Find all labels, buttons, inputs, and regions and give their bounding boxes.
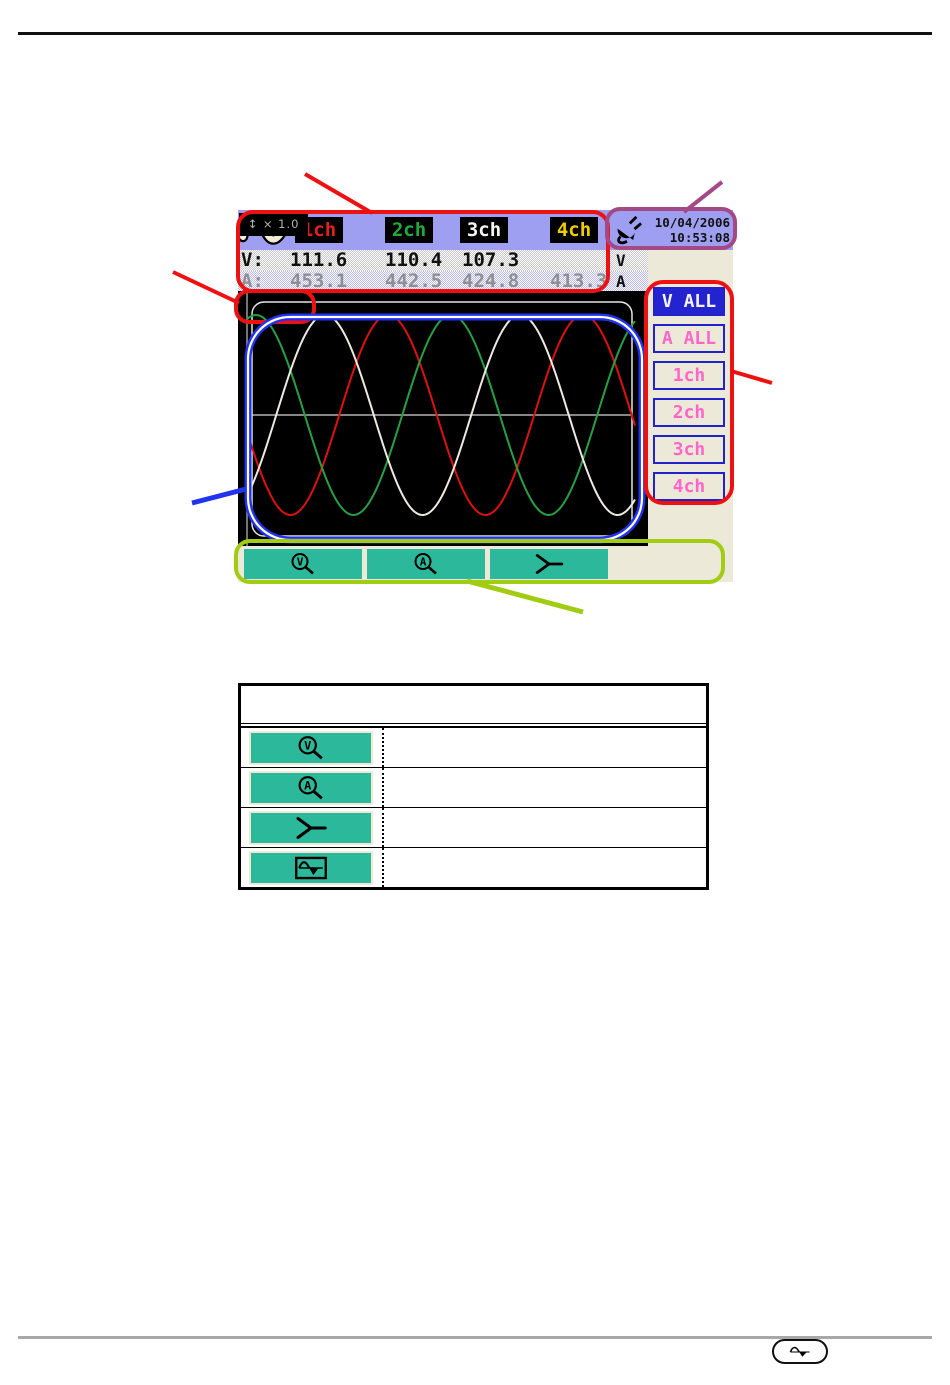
device-screen: 1ch 2ch 3ch 4ch 10/04/2006 10:53:08 V: 1… bbox=[238, 210, 733, 582]
button-4ch[interactable]: 4ch bbox=[653, 472, 725, 501]
channel-tab-3ch[interactable]: 3ch bbox=[460, 217, 508, 243]
wave-display-icon bbox=[294, 855, 328, 881]
legend-row-a-zoom bbox=[241, 767, 706, 807]
legend-row-v-zoom bbox=[241, 727, 706, 767]
plot-frame bbox=[251, 301, 633, 537]
phase-wiring-icon bbox=[294, 815, 328, 841]
legend-table bbox=[238, 683, 709, 890]
legend-description bbox=[384, 728, 706, 767]
legend-wave-display-button[interactable] bbox=[249, 850, 373, 885]
current-zoom-button[interactable] bbox=[367, 549, 485, 579]
legend-a-zoom-button[interactable] bbox=[249, 770, 373, 805]
current-value-1ch: 453.1 bbox=[290, 270, 348, 292]
current-value-4ch: 413.3 bbox=[550, 270, 608, 292]
voltage-readout-row: V: 111.6 110.4 107.3 V bbox=[238, 250, 648, 271]
legend-description bbox=[384, 848, 706, 887]
phase-wiring-button[interactable] bbox=[490, 549, 608, 579]
v-zoom-icon bbox=[288, 552, 318, 576]
voltage-value-3ch: 107.3 bbox=[462, 249, 520, 271]
time-value: 10:53:08 bbox=[669, 230, 730, 245]
callout-line-scale bbox=[172, 270, 240, 305]
current-unit-indicator: A bbox=[616, 272, 626, 291]
channel-tab-4ch[interactable]: 4ch bbox=[550, 217, 598, 243]
legend-v-zoom-button[interactable] bbox=[249, 730, 373, 765]
voltage-zoom-button[interactable] bbox=[244, 549, 362, 579]
callout-line-buttons bbox=[730, 369, 773, 385]
voltage-prefix: V: bbox=[241, 249, 264, 271]
channel-select-panel: V ALL A ALL 1ch 2ch 3ch 4ch bbox=[648, 250, 733, 582]
waveform-display bbox=[238, 291, 648, 546]
legend-phase-wiring-button[interactable] bbox=[249, 810, 373, 845]
vertical-scale-indicator: ↕ × 1.0 bbox=[239, 213, 308, 236]
page-top-rule bbox=[18, 32, 932, 35]
voltage-unit-indicator: V bbox=[616, 251, 626, 270]
page-bottom-rule bbox=[18, 1336, 932, 1339]
button-2ch[interactable]: 2ch bbox=[653, 398, 725, 427]
voltage-value-1ch: 111.6 bbox=[290, 249, 348, 271]
a-zoom-icon bbox=[294, 775, 328, 801]
legend-row-wave-display bbox=[241, 847, 706, 887]
function-key-bar bbox=[238, 546, 733, 582]
channel-header-bar: 1ch 2ch 3ch 4ch 10/04/2006 10:53:08 bbox=[238, 210, 733, 250]
legend-description bbox=[384, 768, 706, 807]
button-1ch[interactable]: 1ch bbox=[653, 361, 725, 390]
legend-description bbox=[384, 808, 706, 847]
date-value: 10/04/2006 bbox=[654, 215, 730, 230]
button-v-all[interactable]: V ALL bbox=[653, 287, 725, 316]
wave-pill-icon bbox=[772, 1339, 828, 1364]
channel-tab-2ch[interactable]: 2ch bbox=[385, 217, 433, 243]
phase-wiring-icon bbox=[534, 552, 564, 576]
legend-row-phase-wiring bbox=[241, 807, 706, 847]
current-value-3ch: 424.8 bbox=[462, 270, 520, 292]
voltage-value-2ch: 110.4 bbox=[385, 249, 443, 271]
current-prefix: A: bbox=[241, 270, 264, 292]
current-readout-row: A: 453.1 442.5 424.8 413.3 A bbox=[238, 271, 648, 292]
callout-line-header bbox=[303, 172, 374, 215]
callout-line-toolbar bbox=[466, 578, 584, 615]
a-zoom-icon bbox=[411, 552, 441, 576]
datetime-box: 10/04/2006 10:53:08 bbox=[612, 212, 730, 248]
callout-line-datetime bbox=[682, 180, 724, 214]
power-plug-icon bbox=[617, 215, 642, 245]
current-value-2ch: 442.5 bbox=[385, 270, 443, 292]
v-zoom-icon bbox=[294, 735, 328, 761]
button-a-all[interactable]: A ALL bbox=[653, 324, 725, 353]
legend-table-header bbox=[241, 686, 706, 727]
button-3ch[interactable]: 3ch bbox=[653, 435, 725, 464]
